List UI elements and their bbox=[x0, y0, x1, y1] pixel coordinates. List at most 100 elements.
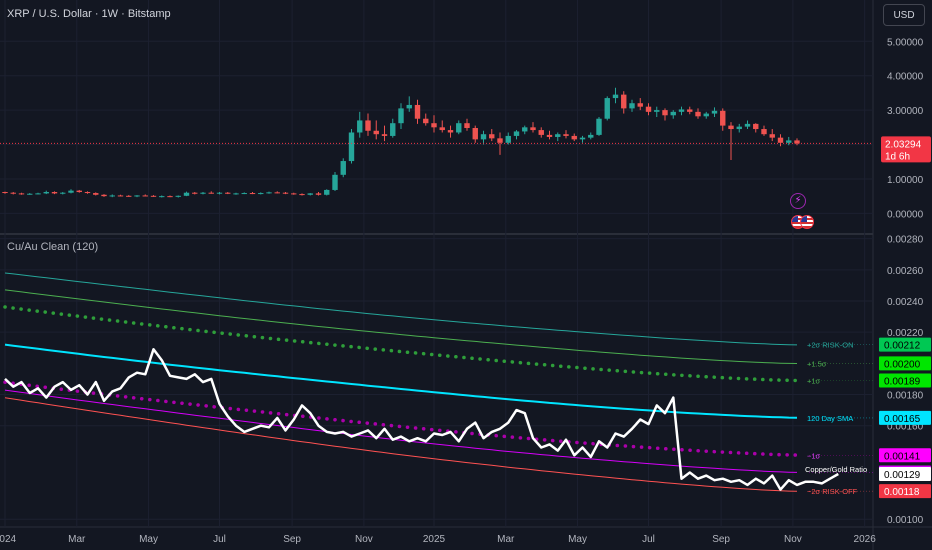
candle-body bbox=[563, 134, 569, 136]
band-value: 0.00200 bbox=[884, 359, 921, 370]
candle-body bbox=[480, 134, 487, 140]
price-axis-label: 4.00000 bbox=[887, 72, 924, 83]
candle-body bbox=[117, 195, 124, 197]
candle bbox=[332, 172, 338, 191]
band-value: 0.00141 bbox=[884, 451, 921, 462]
candle bbox=[159, 195, 165, 198]
candle bbox=[555, 132, 561, 142]
indicator-axis-label: 0.00160 bbox=[887, 422, 924, 433]
candle bbox=[291, 192, 297, 195]
candle bbox=[76, 189, 82, 193]
currency-button[interactable]: USD bbox=[883, 4, 925, 26]
candle-body bbox=[35, 193, 41, 195]
candle-body bbox=[2, 192, 8, 194]
band-label: −1σ bbox=[807, 451, 821, 460]
candle-body bbox=[423, 118, 429, 124]
candle-body bbox=[109, 195, 115, 197]
band-value: 0.00118 bbox=[884, 487, 920, 498]
candle-body bbox=[76, 190, 82, 193]
candle-body bbox=[439, 127, 445, 131]
candle-body bbox=[18, 193, 25, 195]
candle-body bbox=[513, 131, 520, 136]
candle-body bbox=[390, 123, 396, 136]
band-label: +1σ bbox=[807, 377, 821, 386]
price-axis-label: 3.00000 bbox=[887, 106, 924, 117]
candle-body bbox=[447, 130, 454, 133]
candle-body bbox=[629, 103, 635, 109]
candle-body bbox=[522, 127, 528, 132]
band-value-box bbox=[879, 410, 931, 425]
candle-body bbox=[769, 134, 775, 138]
candle-body bbox=[604, 98, 610, 119]
candle bbox=[126, 195, 132, 197]
candle-body bbox=[753, 123, 759, 130]
candle bbox=[687, 106, 693, 115]
candle-body bbox=[398, 108, 404, 124]
candle bbox=[357, 111, 363, 138]
candle bbox=[315, 192, 322, 196]
candle bbox=[654, 106, 660, 117]
lightning-icon[interactable]: ⚡ bbox=[790, 193, 806, 209]
candle-body bbox=[794, 140, 800, 144]
candle bbox=[695, 108, 701, 119]
candle bbox=[720, 108, 726, 131]
candle bbox=[93, 192, 99, 196]
symbol-title[interactable]: XRP / U.S. Dollar · 1W · Bitstamp bbox=[7, 8, 171, 20]
band-line bbox=[4, 289, 798, 364]
time-axis-label: Nov bbox=[355, 534, 373, 545]
candle-body bbox=[538, 130, 544, 135]
candle bbox=[736, 123, 742, 133]
candle bbox=[134, 195, 140, 198]
candle-body bbox=[208, 192, 214, 194]
candle-body bbox=[159, 196, 165, 198]
candle bbox=[249, 192, 256, 195]
indicator-title[interactable]: Cu/Au Clean (120) bbox=[7, 241, 99, 253]
candle bbox=[563, 130, 569, 139]
time-axis-label: May bbox=[568, 534, 587, 545]
candle-body bbox=[249, 193, 256, 195]
ratio-value: 0.00129 bbox=[884, 470, 921, 481]
candle-body bbox=[489, 134, 495, 139]
band-label: +2σ RISK-ON bbox=[807, 341, 854, 350]
candle-body bbox=[43, 192, 49, 194]
candle bbox=[68, 189, 74, 194]
candle-body bbox=[464, 123, 470, 129]
candle bbox=[711, 107, 718, 117]
candle-body bbox=[703, 113, 709, 117]
candle bbox=[794, 138, 800, 146]
candle-body bbox=[612, 94, 619, 99]
candle-body bbox=[216, 192, 223, 194]
candle-body bbox=[472, 128, 478, 140]
candle bbox=[522, 125, 528, 135]
candle-body bbox=[68, 190, 74, 193]
candle bbox=[142, 194, 148, 197]
candle bbox=[662, 108, 668, 121]
candle bbox=[530, 122, 536, 133]
price-axis-label: 5.00000 bbox=[887, 37, 924, 48]
candle bbox=[258, 192, 264, 195]
candle bbox=[183, 191, 190, 197]
last-price-box bbox=[881, 136, 931, 163]
candle bbox=[406, 96, 412, 112]
candle bbox=[728, 122, 734, 161]
candle bbox=[497, 132, 503, 155]
candle bbox=[307, 193, 313, 196]
band-value-box bbox=[879, 484, 931, 499]
us-flag-icon[interactable] bbox=[791, 215, 815, 231]
candle-body bbox=[431, 123, 437, 128]
candle-body bbox=[687, 109, 693, 112]
candle bbox=[233, 192, 239, 195]
candle bbox=[678, 106, 685, 116]
candle bbox=[175, 195, 181, 198]
band-line bbox=[4, 389, 798, 473]
indicator-axis-label: 0.00220 bbox=[887, 328, 924, 339]
ratio-label: Copper/Gold Ratio bbox=[805, 465, 867, 474]
band-label: +1.5σ bbox=[807, 359, 827, 368]
candle bbox=[612, 87, 619, 104]
candle bbox=[282, 192, 289, 195]
time-axis-label: Jul bbox=[213, 534, 226, 545]
indicator-axis-label: 0.00240 bbox=[887, 297, 924, 308]
candle-body bbox=[505, 135, 511, 143]
candle bbox=[447, 125, 454, 138]
